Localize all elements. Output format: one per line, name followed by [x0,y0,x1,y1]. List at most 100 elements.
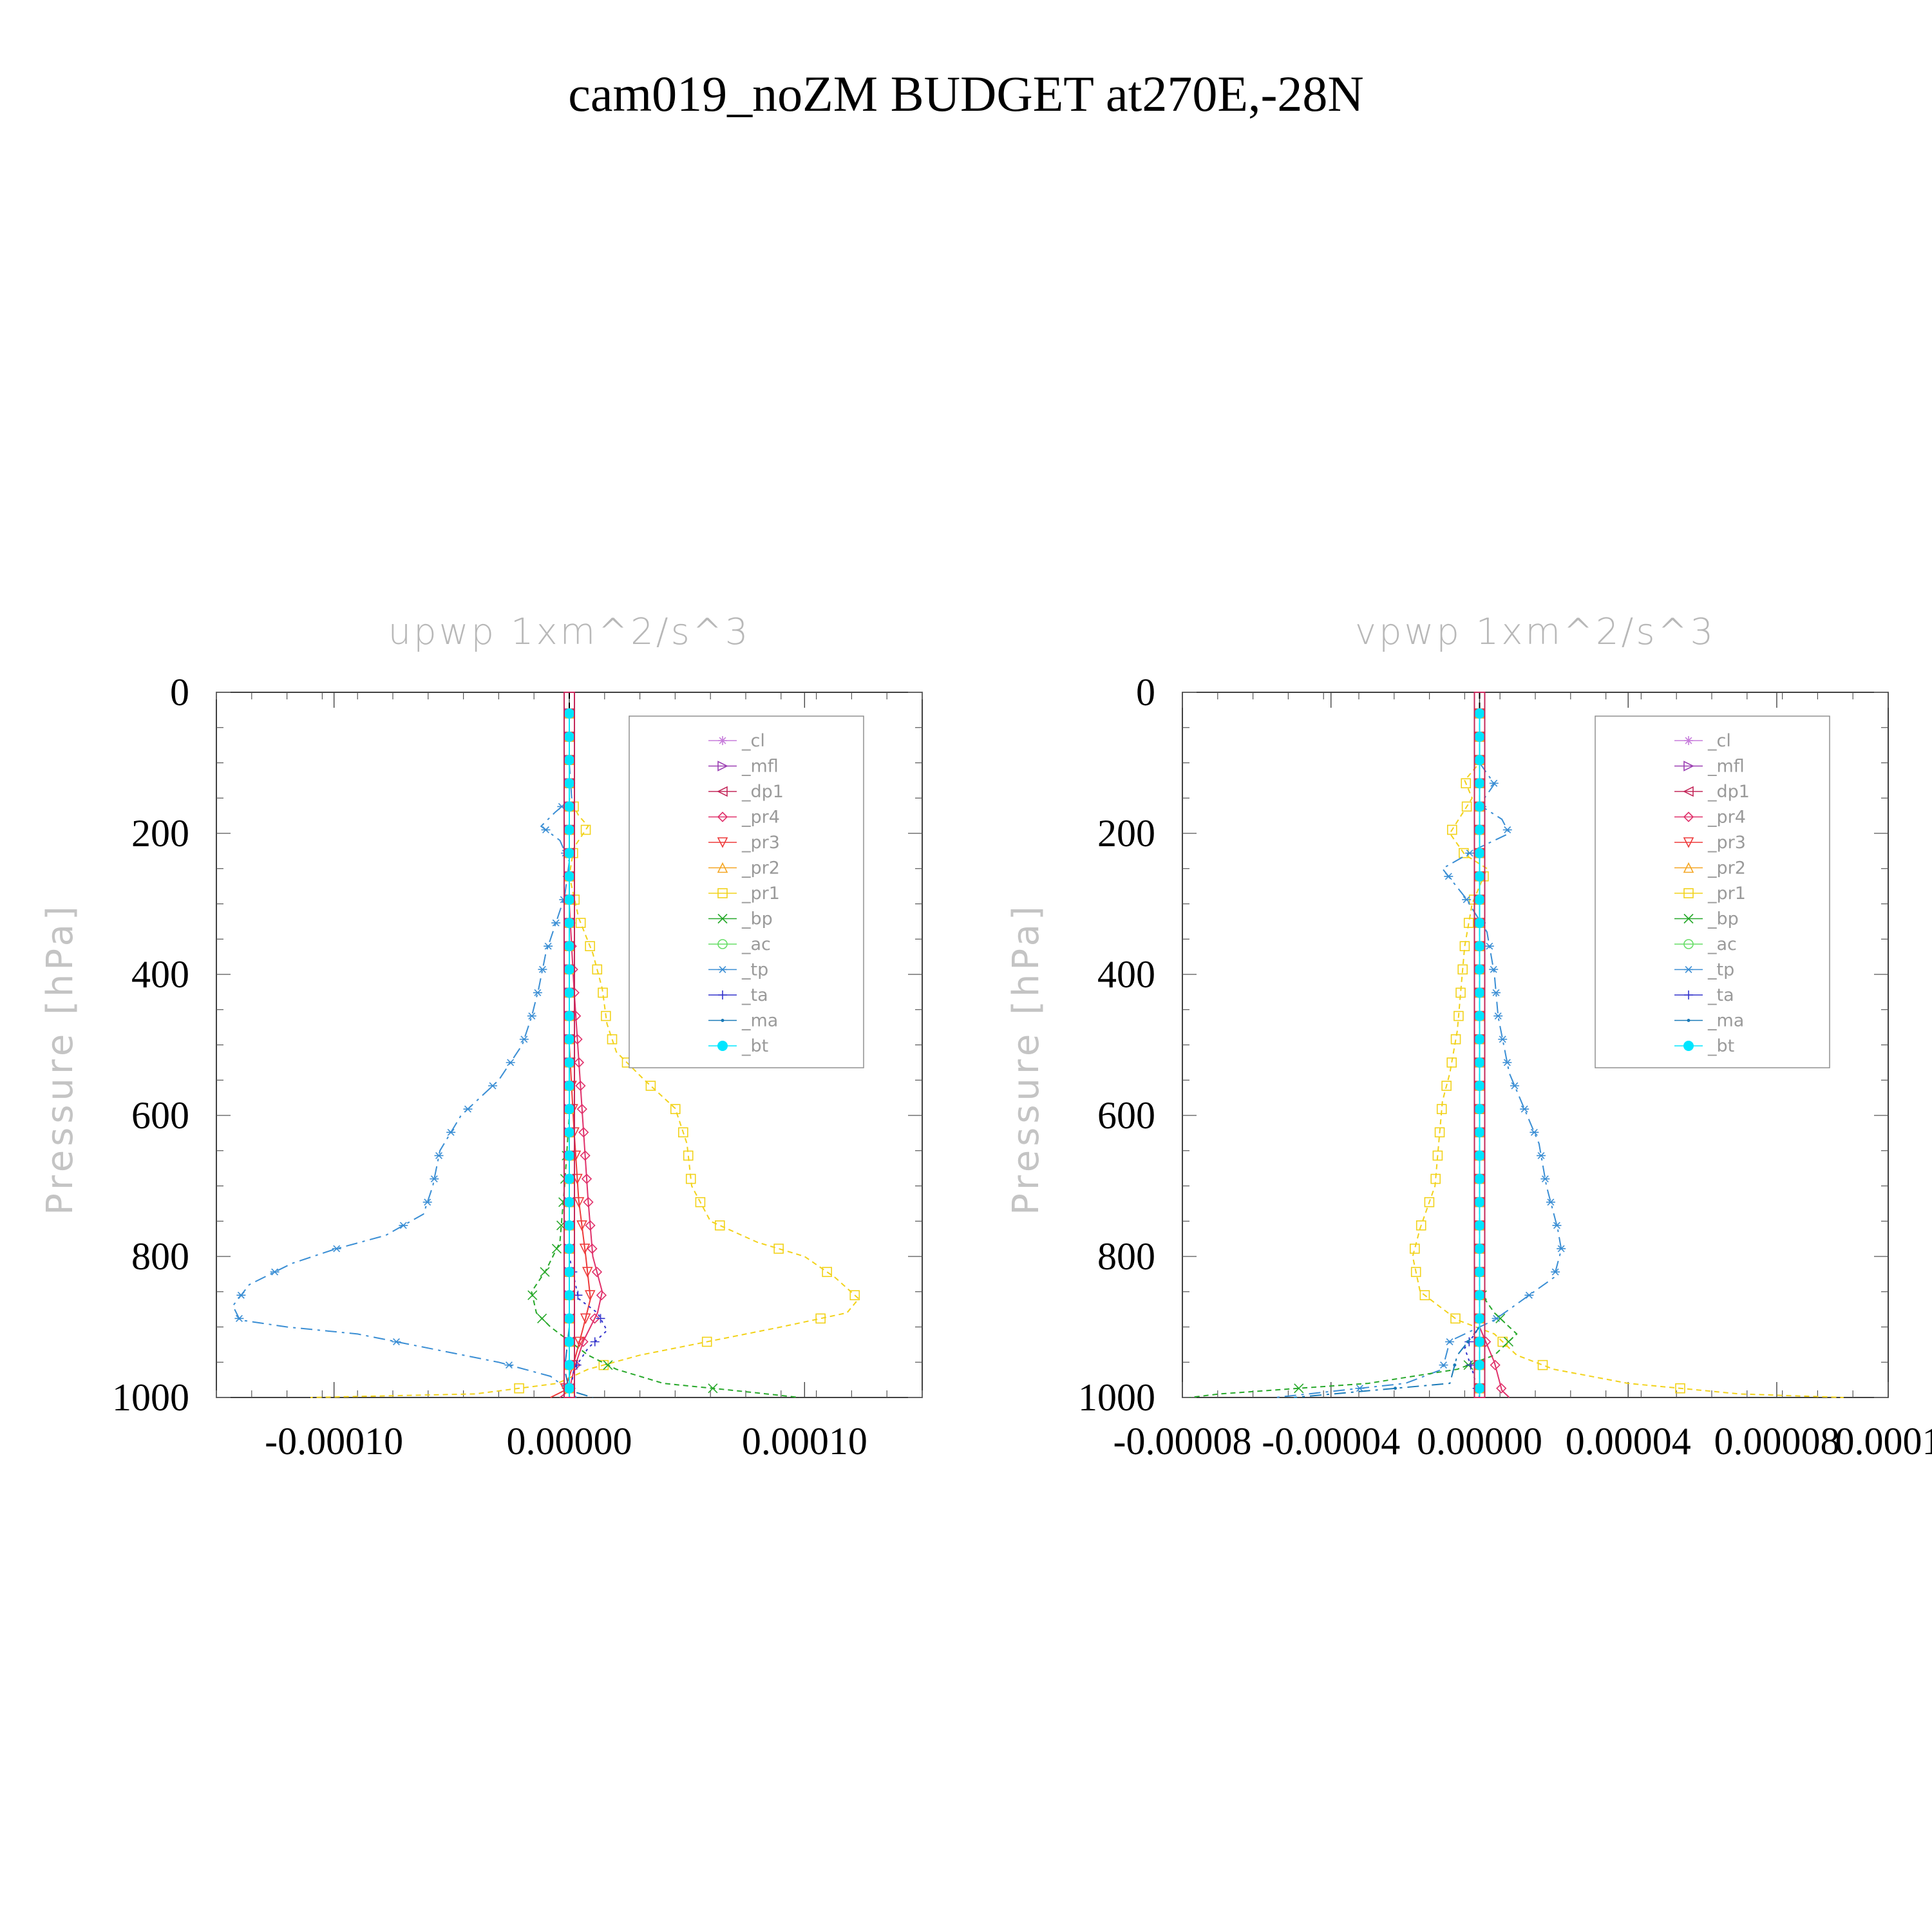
upwp-series-bt-point [564,1336,574,1347]
upwp-series-pr1-point [580,824,591,835]
upwp-series-bt-point [564,894,574,905]
upwp-series-pr1-point [575,918,586,928]
vpwp-series-tp-point [1444,873,1454,880]
upwp-series-pr3-point [576,1220,587,1231]
vpwp-legend-marker-pr2 [1683,862,1694,873]
vpwp-legend-marker-bt [1683,1041,1694,1051]
upwp-series-tp-point [392,1338,401,1345]
upwp-series-pr4-point [585,1220,596,1231]
vpwp-x-tick-label: 0.00004 [1566,1420,1691,1463]
vpwp-series-pr1-point [1410,1244,1420,1254]
vpwp-series-bt-point [1474,987,1485,998]
vpwp-series-pr1-point [1537,1359,1548,1370]
upwp-series-pr1-point [815,1313,826,1324]
vpwp-series-bt-point [1474,1081,1485,1092]
vpwp-legend-label-bt: _bt [1707,1036,1734,1056]
vpwp-legend-marker-ta [1684,990,1693,999]
vpwp-series-bt-point [1474,801,1485,812]
vpwp-series-pr1-point [1430,1173,1441,1184]
upwp-series-bp-point [537,1313,547,1323]
vpwp-series-tp-point [1498,1036,1508,1043]
upwp-series-pr1-point [592,964,603,975]
upwp-series-bt-point [564,1243,574,1254]
vpwp-x-tick-label: 0.00008 [1714,1420,1839,1463]
upwp-series-tp-point [527,1012,536,1020]
upwp-series-pr3-point [582,1267,593,1278]
vpwp-series-bt-point [1474,1034,1485,1045]
vpwp-series-tp-point [1465,849,1475,857]
upwp-series-tp-point [551,919,561,927]
upwp-series-pr4-point [580,1150,591,1161]
vpwp-series-ma-point [1466,1340,1470,1343]
vpwp-legend-marker-ma [1687,1019,1690,1022]
upwp-series-bt-point [564,918,574,929]
upwp-series-bt-point [564,1057,574,1068]
upwp-series-tp-point [270,1268,279,1276]
upwp-series-bp-point [603,1360,613,1370]
upwp-legend-marker-pr2 [717,862,728,873]
upwp-legend-label-pr1: _pr1 [741,884,780,904]
vpwp-series-pr4-point [1490,1359,1501,1370]
vpwp-series-pr1-point [1436,1104,1447,1114]
upwp-legend-label-ma: _ma [741,1011,778,1031]
upwp-series-tp-point [463,1105,473,1113]
upwp-series-bp-point [708,1383,718,1394]
upwp-series-pr1-point [607,1034,618,1045]
vpwp-legend-marker-tp [1684,966,1693,973]
upwp-series-pr1-point [685,1173,696,1184]
upwp-series-bt-point [564,824,574,835]
upwp-series-tp-point [399,1222,408,1229]
upwp-series-bt-point [564,941,574,952]
vpwp-panel-title: vpwp 1xm^2/s^3 [1355,611,1716,653]
upwp-y-tick-label: 800 [131,1235,189,1278]
vpwp-series-pr1-point [1457,964,1468,975]
vpwp-series-pr1-point [1441,1081,1452,1091]
vpwp-series-bt-point [1474,1313,1485,1324]
vpwp-series-pr1-point [1446,824,1457,835]
vpwp-zero-marker-band [1473,692,1486,1398]
upwp-series-pr4-point [573,1057,585,1068]
upwp-legend-marker-bt [717,1041,728,1051]
vpwp-y-tick-label: 1000 [1078,1376,1155,1419]
upwp-series-pr4-point [575,1080,586,1092]
upwp-series-bt-point [564,848,574,858]
vpwp-series-bt-point [1474,1127,1485,1138]
vpwp-x-tick-label: -0.00008 [1113,1420,1252,1463]
upwp-series-bt-point [564,1383,574,1394]
upwp-legend-marker-bp [717,913,728,924]
upwp-series-pr1-point [598,987,608,998]
vpwp-series-pr1-point [1432,1150,1443,1161]
vpwp-series-tp-point [1530,1128,1539,1136]
vpwp-series-bt-point [1474,1173,1485,1184]
upwp-series-bp-point [540,1267,550,1277]
vpwp-series-bt-point [1474,1336,1485,1347]
vpwp-series-tp-point [1502,826,1512,833]
vpwp-legend-label-pr1: _pr1 [1707,884,1746,904]
vpwp-legend-marker-pr1 [1683,888,1694,898]
vpwp-series-tp-point [1524,1291,1534,1299]
vpwp-series-bt-point [1474,941,1485,952]
upwp-legend-label-ta: _ta [741,985,768,1005]
upwp-legend-marker-pr3 [717,837,728,848]
upwp-series-pr4-point [583,1197,594,1208]
vpwp-legend-marker-dp1 [1683,786,1694,797]
upwp-series-pr1-point [701,1336,712,1347]
upwp-series-pr3-point [579,1244,591,1255]
upwp-y-tick-label: 200 [131,812,189,855]
upwp-series-tp-point [332,1245,341,1253]
upwp-series-bt-point [564,1267,574,1278]
vpwp-series-pr1-point [1454,1010,1464,1021]
upwp-series-tp-point [506,1059,515,1066]
upwp-series-tp-point [488,1082,498,1090]
upwp-series-bt-point [564,778,574,789]
upwp-series-bt-point [564,1104,574,1115]
vpwp-series-tp-point [1502,1059,1512,1066]
vpwp-legend-label-mfl: _mfl [1707,757,1745,777]
vpwp-legend-marker-pr4 [1683,811,1694,822]
upwp-series-bt-point [564,755,574,766]
vpwp-series-tp-point [1355,1385,1365,1392]
vpwp-series-tp-point [1484,942,1494,950]
upwp-legend-marker-pr1 [717,888,728,898]
upwp-series-bt-point [564,708,574,719]
upwp-legend-label-ac: _ac [741,934,771,954]
